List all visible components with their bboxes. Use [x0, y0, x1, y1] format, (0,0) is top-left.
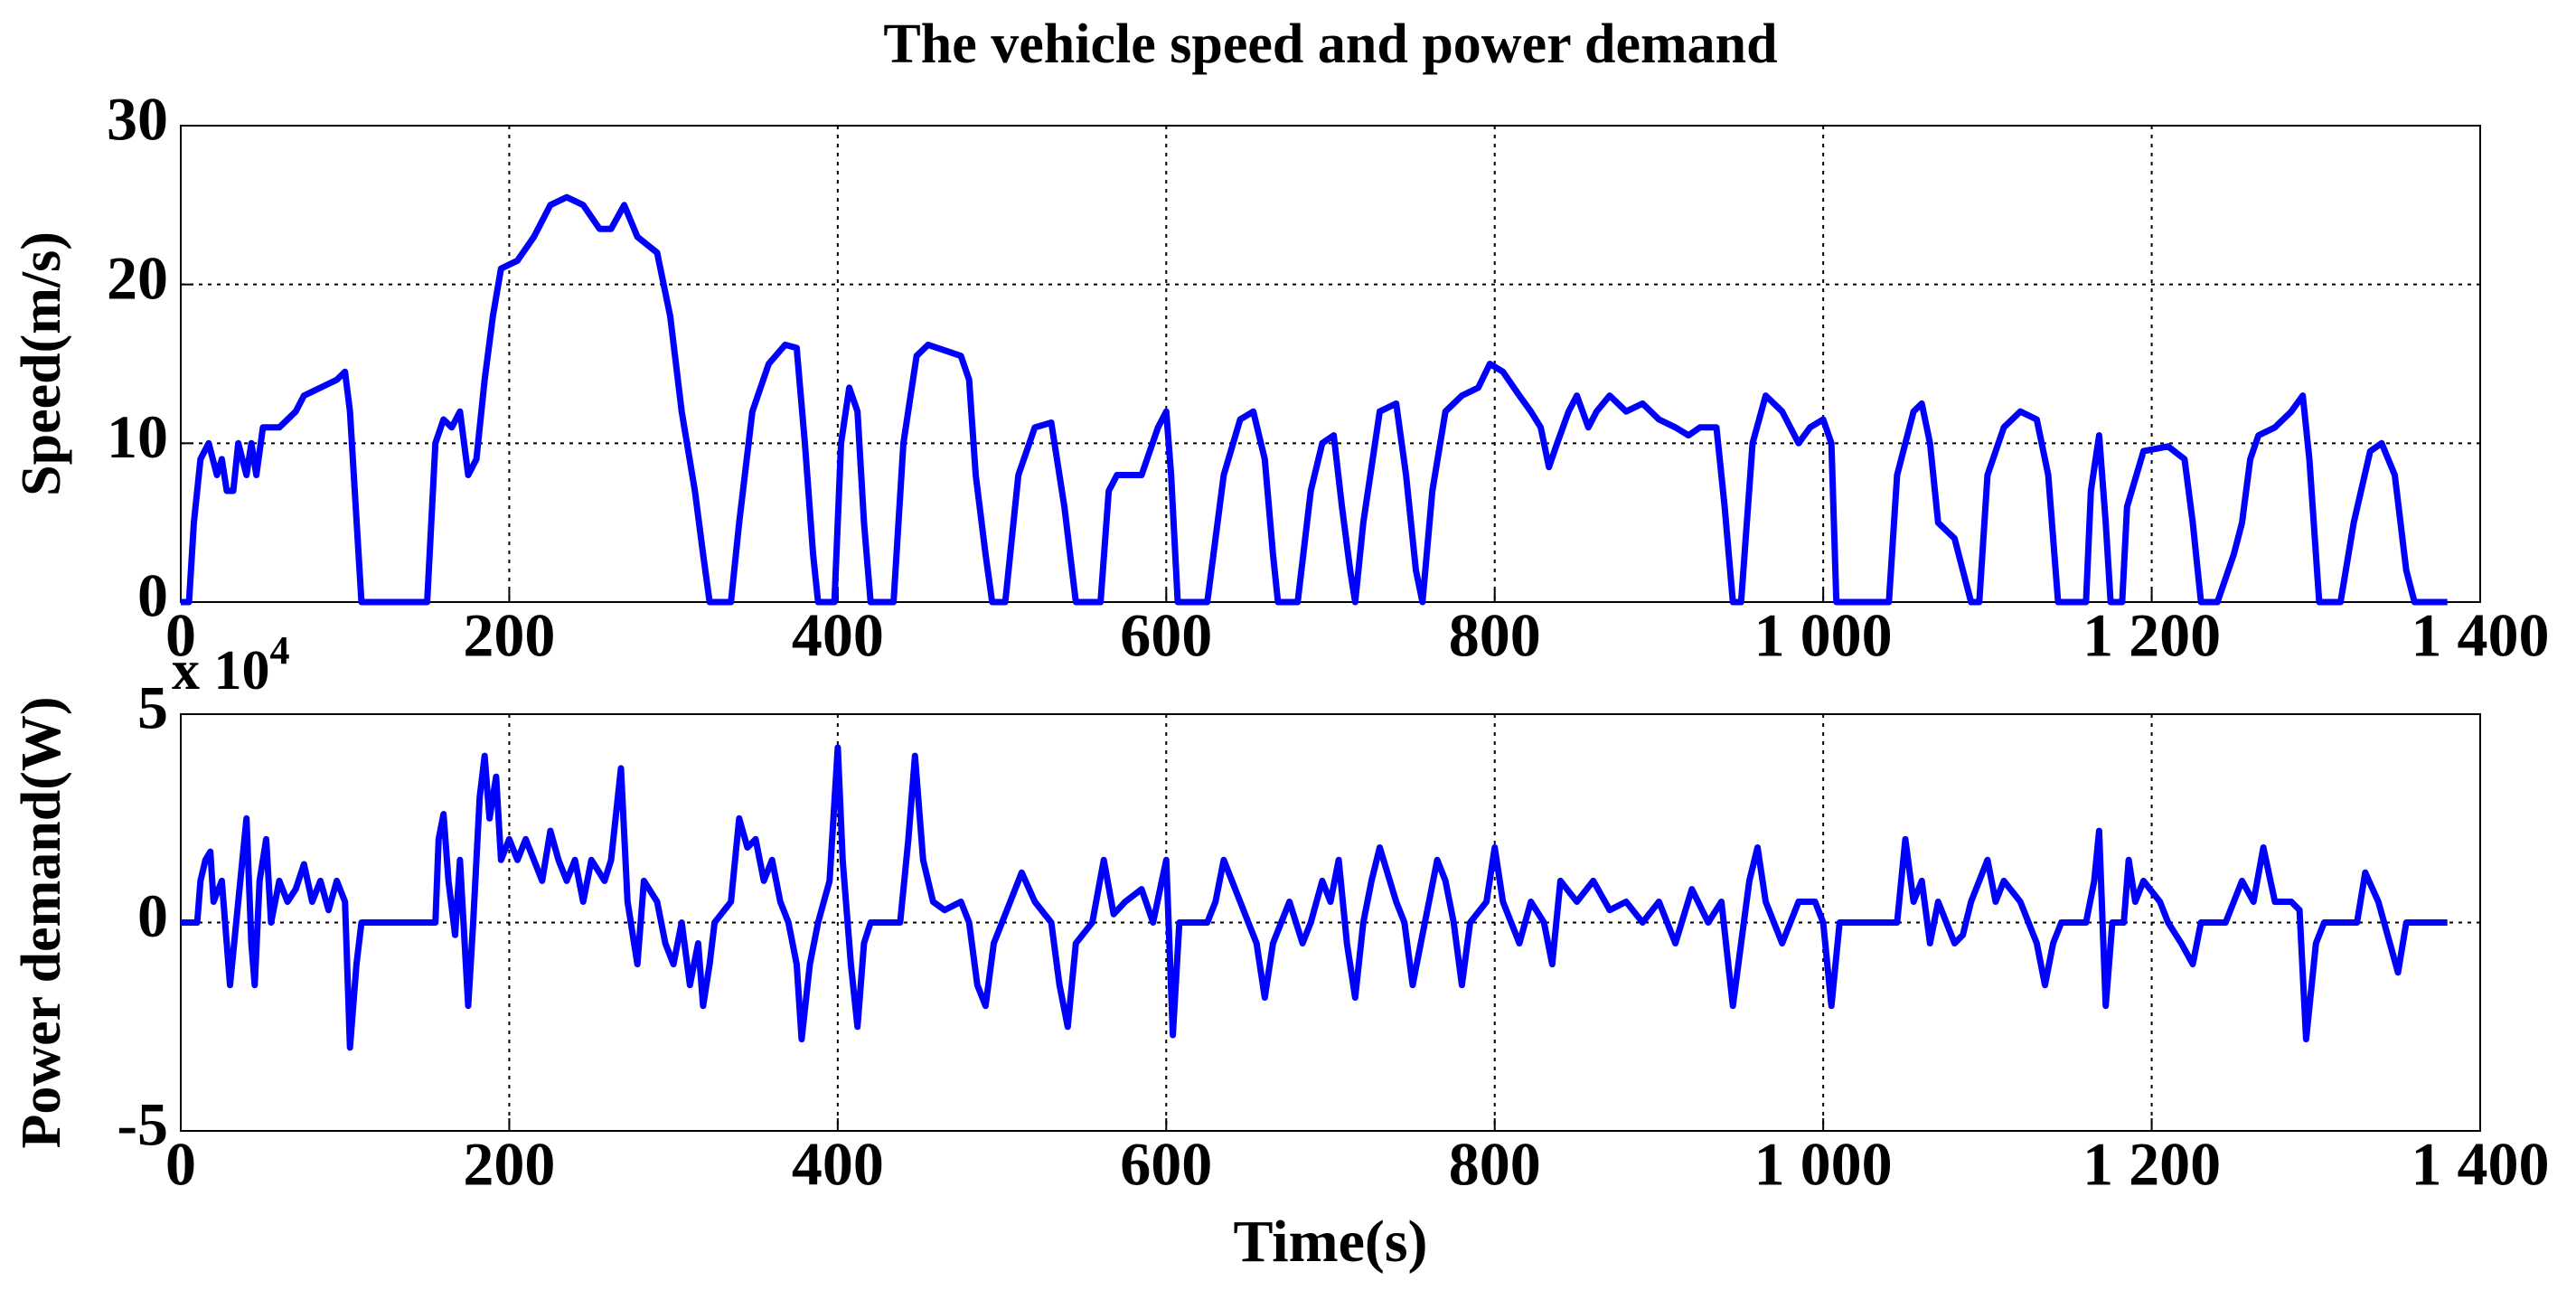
y-tick-label: 5: [137, 673, 168, 742]
x-tick-label: 1 000: [1754, 601, 1893, 670]
x-tick-label: 0: [165, 1130, 196, 1199]
plot-frame: [180, 125, 2481, 603]
x-tick-label: 1 200: [2082, 601, 2221, 670]
y-tick-label: -5: [117, 1090, 168, 1159]
y-axis-label: Speed(m/s): [11, 231, 72, 496]
y-offset-base: x 10: [172, 640, 270, 701]
y-axis-label: Power demand(W): [11, 697, 72, 1149]
x-tick-label: 1 400: [2411, 1130, 2550, 1199]
x-tick-label: 600: [1120, 601, 1212, 670]
x-tick-label: 200: [463, 601, 555, 670]
x-tick-label: 400: [792, 601, 884, 670]
y-tick-label: 0: [137, 561, 168, 630]
x-tick-label: 1 200: [2082, 1130, 2221, 1199]
x-tick-label: 800: [1449, 1130, 1541, 1199]
x-tick-label: 400: [792, 1130, 884, 1199]
x-tick-label: 0: [165, 601, 196, 670]
y-offset-label: x 104: [172, 628, 290, 701]
x-tick-label: 800: [1449, 601, 1541, 670]
y-tick-label: 20: [107, 243, 168, 312]
data-line: [181, 744, 2448, 1051]
y-offset-exponent: 4: [270, 628, 290, 673]
chart-title: The vehicle speed and power demand: [883, 14, 1777, 75]
y-tick-label: 30: [107, 85, 168, 154]
x-tick-label: 200: [463, 1130, 555, 1199]
y-tick-label: 10: [107, 402, 168, 471]
y-tick-label: 0: [137, 881, 168, 950]
x-tick-label: 1 400: [2411, 601, 2550, 670]
x-tick-label: 1 000: [1754, 1130, 1893, 1199]
x-axis-label: Time(s): [1233, 1209, 1427, 1275]
data-line: [181, 193, 2448, 606]
x-tick-label: 600: [1120, 1130, 1212, 1199]
